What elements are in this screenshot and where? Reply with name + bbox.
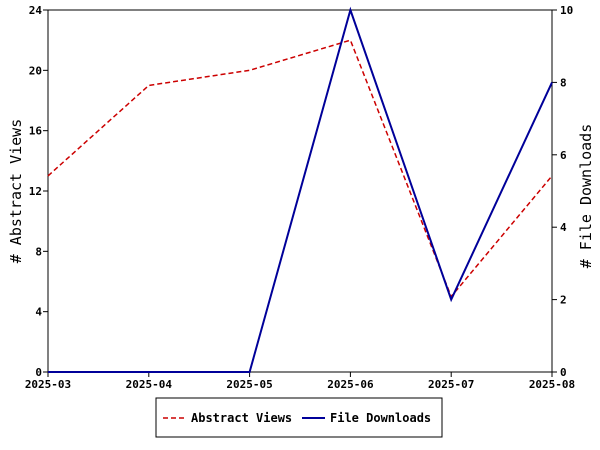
- x-tick-label: 2025-08: [529, 378, 575, 391]
- y-left-tick-label: 24: [29, 4, 43, 17]
- y-right-tick-label: 10: [560, 4, 573, 17]
- x-tick-label: 2025-06: [327, 378, 374, 391]
- y-right-tick-label: 4: [560, 221, 567, 234]
- y-left-tick-label: 0: [35, 366, 42, 379]
- y-left-tick-label: 12: [29, 185, 42, 198]
- x-tick-label: 2025-04: [126, 378, 173, 391]
- x-tick-label: 2025-07: [428, 378, 474, 391]
- x-tick-label: 2025-05: [226, 378, 272, 391]
- y-axis-title-right: # File Downloads: [577, 124, 595, 269]
- legend-label-file-downloads: File Downloads: [330, 411, 431, 425]
- y-left-tick-label: 16: [29, 125, 43, 138]
- legend: Abstract Views File Downloads: [155, 397, 443, 438]
- y-right-tick-label: 0: [560, 366, 567, 379]
- series-layer: [47, 6, 553, 373]
- legend-box: [155, 397, 443, 438]
- legend-label-abstract-views: Abstract Views: [191, 411, 292, 425]
- y-left-tick-label: 4: [35, 306, 42, 319]
- axes-layer: 2025-03 2025-04 2025-05 2025-06 2025-07 2025-…: [25, 4, 575, 391]
- y-right-tick-label: 6: [560, 149, 567, 162]
- series-line-abstract-views: [47, 39, 553, 299]
- labels-layer: # Abstract Views # File Downloads: [7, 119, 595, 269]
- y-right-tick-label: 2: [560, 294, 567, 307]
- series-line-file-downloads: [48, 6, 553, 373]
- y-left-tick-label: 20: [29, 64, 42, 77]
- y-left-tick-label: 8: [35, 245, 42, 258]
- x-tick-label: 2025-03: [25, 378, 71, 391]
- y-axis-title-left: # Abstract Views: [7, 119, 25, 264]
- y-right-tick-label: 8: [560, 76, 567, 89]
